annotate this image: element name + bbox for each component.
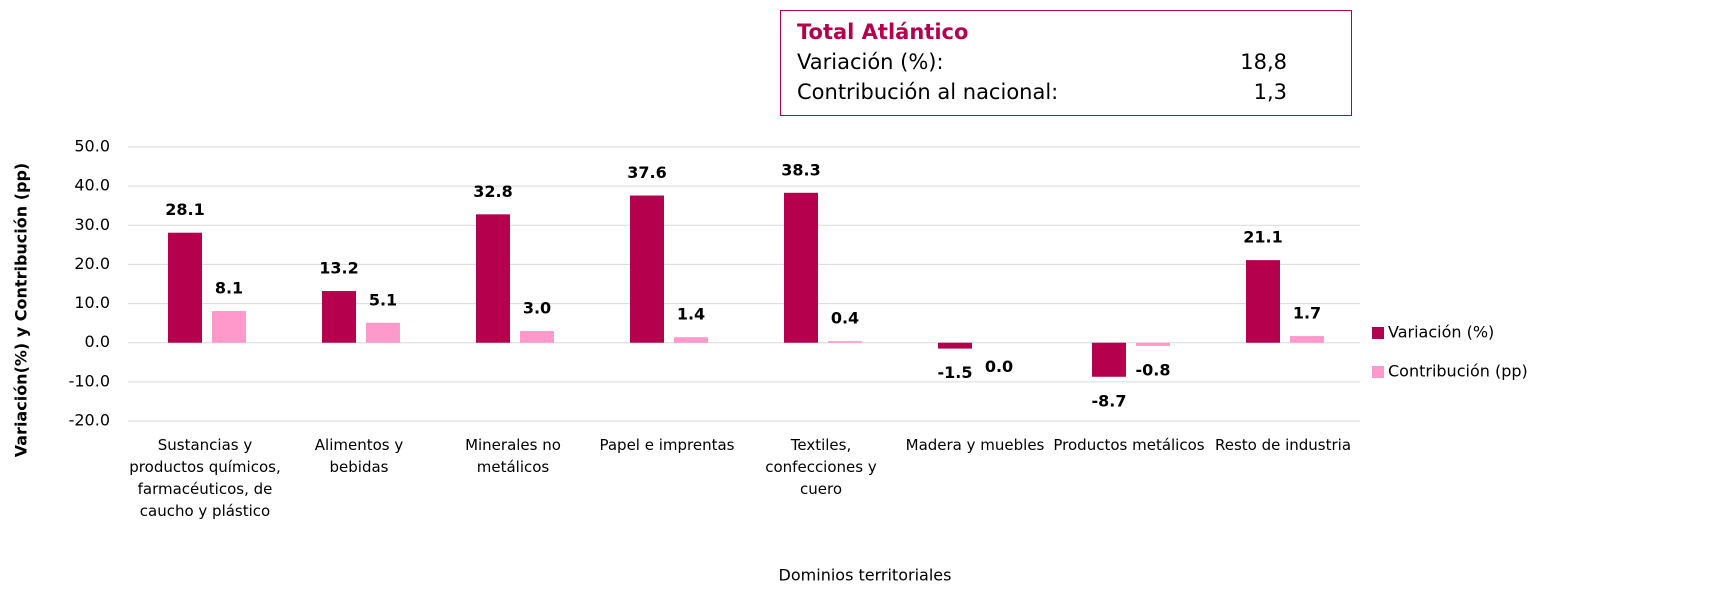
summary-value: 18,8: [1240, 50, 1287, 74]
bar: [1092, 342, 1126, 377]
bar: [784, 192, 818, 343]
y-tick-label: -10.0: [69, 371, 110, 390]
x-tick-label: Alimentos y bebidas: [314, 436, 404, 476]
bar: [828, 341, 862, 343]
data-label: -0.8: [1136, 360, 1171, 379]
data-label: -8.7: [1092, 391, 1127, 410]
summary-box: Total Atlántico Variación (%): 18,8 Contr…: [780, 10, 1352, 116]
bar: [366, 322, 400, 343]
bar: [212, 311, 246, 343]
y-axis-title: Variación(%) y Contribución (pp): [12, 163, 31, 458]
summary-title: Total Atlántico: [797, 20, 969, 44]
data-label: 38.3: [781, 160, 820, 179]
bar: [938, 342, 972, 349]
data-label: 32.8: [473, 182, 512, 201]
data-label: 21.1: [1243, 228, 1282, 247]
data-label: 0.4: [831, 309, 859, 328]
data-label: 8.1: [215, 279, 243, 298]
x-axis-title: Dominios territoriales: [779, 566, 952, 585]
bar: [1136, 342, 1170, 346]
y-tick-label: 50.0: [74, 137, 110, 156]
bar: [520, 330, 554, 343]
summary-row: Contribución al nacional: 1,3: [797, 77, 1335, 107]
y-tick-label: 40.0: [74, 176, 110, 195]
legend-label: Variación (%): [1388, 323, 1494, 342]
bar: [674, 337, 708, 343]
summary-row: Variación (%): 18,8: [797, 47, 1335, 77]
bar: [1246, 260, 1280, 343]
data-label: 0.0: [985, 357, 1013, 376]
x-tick-label: Productos metálicos: [1053, 436, 1205, 454]
bar: [322, 291, 356, 343]
bar: [1290, 336, 1324, 343]
y-tick-label: 0.0: [85, 332, 110, 351]
data-label: 37.6: [627, 163, 666, 182]
y-tick-label: -20.0: [69, 411, 110, 430]
legend-label: Contribución (pp): [1388, 362, 1528, 381]
x-tick-label: Textiles, confecciones y cuero: [765, 436, 877, 498]
summary-label: Contribución al nacional:: [797, 80, 1059, 104]
x-tick-label: Madera y muebles: [905, 436, 1045, 454]
x-tick-label: Papel e imprentas: [599, 436, 735, 454]
bar: [476, 214, 510, 343]
bar: [630, 195, 664, 343]
y-tick-label: 20.0: [74, 254, 110, 273]
data-label: -1.5: [938, 363, 973, 382]
summary-value: 1,3: [1253, 80, 1287, 104]
summary-label: Variación (%):: [797, 50, 944, 74]
y-tick-label: 10.0: [74, 293, 110, 312]
legend-swatch: [1372, 327, 1384, 339]
data-label: 5.1: [369, 290, 397, 309]
x-tick-label: Minerales no metálicos: [465, 436, 561, 476]
data-label: 1.7: [1293, 304, 1321, 323]
legend-swatch: [1372, 366, 1384, 378]
data-label: 3.0: [523, 298, 551, 317]
x-tick-label: Sustancias y productos químicos, farmacé…: [129, 436, 281, 520]
y-tick-label: 30.0: [74, 215, 110, 234]
data-label: 13.2: [319, 259, 358, 278]
bar: [168, 232, 202, 343]
x-tick-label: Resto de industria: [1214, 436, 1352, 454]
data-label: 28.1: [165, 200, 204, 219]
data-label: 1.4: [677, 305, 705, 324]
